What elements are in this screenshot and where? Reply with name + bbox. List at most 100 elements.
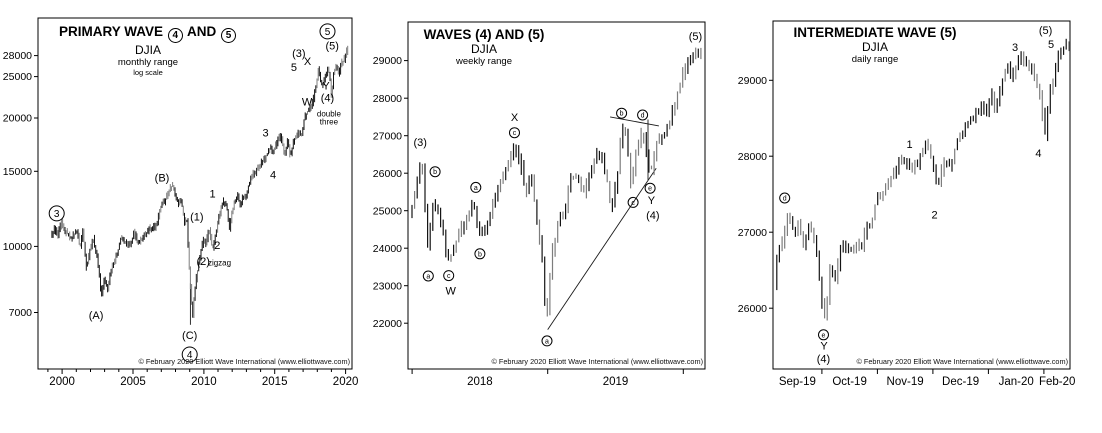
copyright-text: © February 2020 Elliott Wave Internation… bbox=[491, 357, 703, 366]
wave-label: 3 bbox=[54, 209, 60, 220]
svg-text:29000: 29000 bbox=[373, 55, 402, 67]
wave-label: c bbox=[631, 200, 635, 207]
wave-label: (5) bbox=[1039, 25, 1052, 37]
price-bars bbox=[51, 45, 349, 318]
svg-text:24000: 24000 bbox=[373, 243, 402, 255]
wave-label: (4) bbox=[646, 210, 659, 222]
wave-label: 1 bbox=[907, 139, 913, 151]
wave-label: (A) bbox=[89, 310, 104, 322]
wave-label: zigzag bbox=[208, 259, 231, 268]
wave-label: (4) bbox=[817, 353, 830, 365]
wave-label: W bbox=[446, 286, 457, 298]
svg-text:2015: 2015 bbox=[262, 376, 288, 388]
copyright-text: © February 2020 Elliott Wave Internation… bbox=[856, 357, 1068, 366]
circled-wave-label bbox=[422, 270, 434, 282]
svg-text:Sep-19: Sep-19 bbox=[779, 376, 816, 388]
svg-text:Dec-19: Dec-19 bbox=[942, 376, 979, 388]
wave-label: d bbox=[641, 113, 645, 120]
x-axis: 2000 2005 2010 2015 2020 bbox=[47, 369, 359, 388]
svg-text:2020: 2020 bbox=[333, 376, 359, 388]
wave-label: (C) bbox=[182, 330, 197, 342]
svg-text:2019: 2019 bbox=[603, 376, 629, 388]
wave-label: W bbox=[302, 97, 313, 109]
svg-text:Feb-20: Feb-20 bbox=[1039, 376, 1075, 388]
wave-label: c bbox=[513, 130, 517, 137]
svg-text:27000: 27000 bbox=[373, 130, 402, 142]
trendlines bbox=[547, 116, 659, 330]
circled-wave-label bbox=[637, 109, 649, 121]
svg-text:28000: 28000 bbox=[3, 50, 32, 62]
circled-wave-label bbox=[443, 270, 455, 282]
svg-text:15000: 15000 bbox=[3, 166, 32, 178]
circled-wave-label bbox=[779, 192, 791, 204]
wave-label: 4 bbox=[187, 350, 193, 361]
svg-text:23000: 23000 bbox=[373, 280, 402, 292]
wave-label: (3) bbox=[413, 137, 426, 149]
circled-wave-label bbox=[818, 329, 829, 341]
wave-label: b bbox=[620, 111, 624, 118]
wave-label: double bbox=[317, 109, 342, 118]
wave-label: (1) bbox=[190, 212, 203, 224]
chart-panel-intermediate-wave: 26000 27000 28000 29000 Sep-19 Oct-19 Nov-19 De… bbox=[735, 0, 1102, 433]
svg-text:28000: 28000 bbox=[373, 93, 402, 105]
circled-wave-label bbox=[541, 335, 553, 347]
svg-text:27000: 27000 bbox=[738, 227, 767, 239]
svg-text:10000: 10000 bbox=[3, 241, 32, 253]
wave-label: c bbox=[447, 273, 451, 280]
wave-label: b bbox=[478, 251, 482, 258]
wave-label: e bbox=[648, 186, 652, 193]
wave-label: 2 bbox=[931, 210, 937, 222]
wave-label: 4 bbox=[1035, 148, 1041, 160]
wave-label: 4 bbox=[270, 169, 276, 181]
copyright-text: © February 2020 Elliott Wave Internation… bbox=[138, 357, 350, 366]
price-bars bbox=[411, 47, 702, 317]
wave-label: d bbox=[783, 196, 787, 203]
wave-label: b bbox=[433, 169, 437, 176]
wave-label: e bbox=[822, 332, 826, 339]
svg-text:2018: 2018 bbox=[467, 376, 493, 388]
wave-label: 1 bbox=[210, 189, 216, 201]
svg-text:26000: 26000 bbox=[738, 303, 767, 315]
svg-text:25000: 25000 bbox=[373, 205, 402, 217]
svg-text:Oct-19: Oct-19 bbox=[832, 376, 867, 388]
svg-text:Jan-20: Jan-20 bbox=[999, 376, 1034, 388]
wave-label: X bbox=[511, 112, 519, 124]
circled-wave-label bbox=[474, 248, 486, 260]
wave-label: a bbox=[426, 274, 430, 281]
plot-frame bbox=[772, 20, 1071, 370]
chart-panel-primary-wave: 7000 10000 15000 20000 25000 28000 2000 2005 201… bbox=[0, 0, 368, 433]
wave-label: a bbox=[474, 185, 478, 192]
circled-wave-label bbox=[470, 181, 482, 193]
svg-text:28000: 28000 bbox=[738, 151, 767, 163]
wave-label: (2) bbox=[196, 256, 209, 268]
y-axis: 26000 27000 28000 29000 bbox=[738, 75, 773, 315]
svg-text:2010: 2010 bbox=[191, 376, 217, 388]
wave-label: 5 bbox=[1048, 39, 1054, 51]
svg-text:25000: 25000 bbox=[3, 71, 32, 83]
svg-text:Nov-19: Nov-19 bbox=[887, 376, 924, 388]
wave-label: three bbox=[320, 118, 339, 127]
circled-wave-label bbox=[644, 182, 656, 194]
primary-wave-monthly-chart: 7000 10000 15000 20000 25000 28000 2000 2005 201… bbox=[3, 17, 359, 388]
wave-label: Y bbox=[322, 81, 330, 93]
svg-text:20000: 20000 bbox=[3, 113, 32, 125]
plot-frame bbox=[407, 21, 706, 370]
circled-wave-label bbox=[48, 205, 65, 222]
intermediate-wave-daily-chart: 26000 27000 28000 29000 Sep-19 Oct-19 Nov-19 De… bbox=[738, 20, 1075, 388]
wave-label: 3 bbox=[262, 127, 268, 139]
plot-frame bbox=[37, 17, 353, 370]
svg-text:29000: 29000 bbox=[738, 75, 767, 87]
circled-wave-label bbox=[319, 23, 336, 40]
wave-label: Y bbox=[648, 195, 656, 207]
wave-label: 5 bbox=[325, 27, 331, 38]
price-bars bbox=[776, 38, 1070, 321]
wave-label: (5) bbox=[689, 31, 702, 43]
wave-label: Y bbox=[820, 340, 828, 352]
circled-wave-label bbox=[181, 346, 198, 363]
x-axis: 2018 2019 bbox=[411, 369, 684, 388]
wave-label: (4) bbox=[321, 93, 334, 105]
svg-text:2000: 2000 bbox=[49, 376, 75, 388]
circled-wave-label bbox=[509, 127, 520, 139]
